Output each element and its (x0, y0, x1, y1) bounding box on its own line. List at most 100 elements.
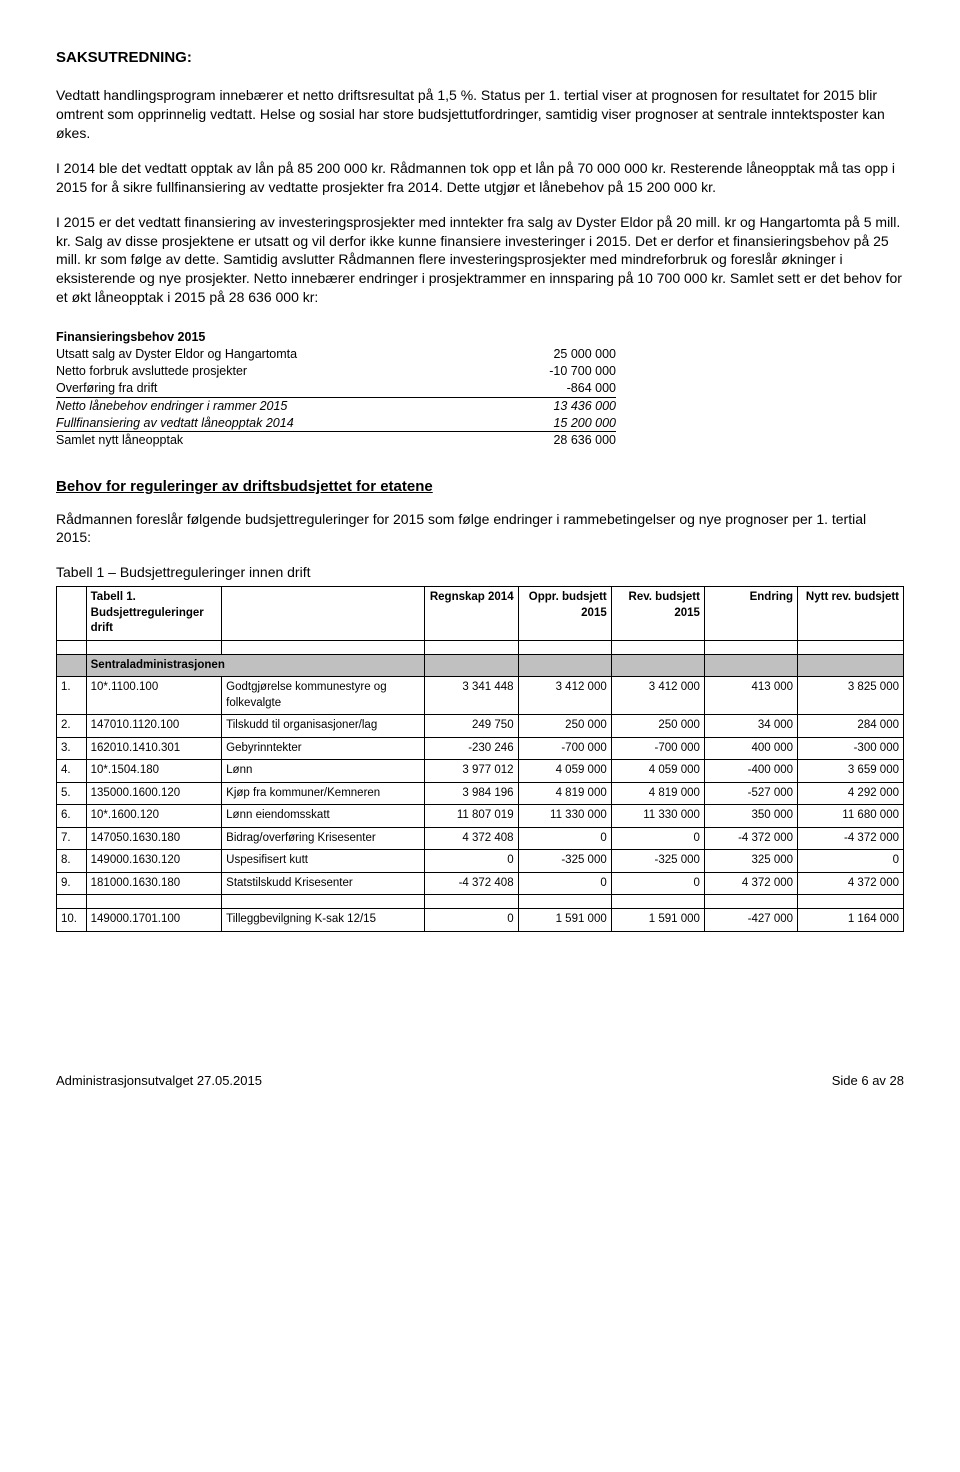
table-cell: 11 330 000 (611, 805, 704, 828)
footer-left: Administrasjonsutvalget 27.05.2015 (56, 1072, 262, 1090)
table-row: 7.147050.1630.180Bidrag/overføring Krise… (57, 827, 904, 850)
table-cell (86, 895, 222, 909)
financing-value: 13 436 000 (476, 398, 616, 415)
table-cell (611, 895, 704, 909)
table-cell: Tilleggbevilgning K-sak 12/15 (222, 909, 425, 932)
budget-table: Tabell 1. Budsjettreguleringer driftRegn… (56, 586, 904, 932)
table-cell: -325 000 (518, 850, 611, 873)
table-cell: 135000.1600.120 (86, 782, 222, 805)
table-cell: 3 984 196 (425, 782, 518, 805)
table-cell: 1. (57, 677, 87, 715)
table-cell: 181000.1630.180 (86, 872, 222, 895)
table-cell: -300 000 (798, 737, 904, 760)
table-row: 1.10*.1100.100Godtgjørelse kommunestyre … (57, 677, 904, 715)
table-cell: 413 000 (704, 677, 797, 715)
table-cell: 250 000 (611, 715, 704, 738)
page-heading: SAKSUTREDNING: (56, 48, 904, 68)
table-cell: 1 591 000 (518, 909, 611, 932)
table-cell: 162010.1410.301 (86, 737, 222, 760)
table-cell: 0 (518, 872, 611, 895)
table-cell: 10. (57, 909, 87, 932)
table-cell: 0 (518, 827, 611, 850)
table-cell: 3 977 012 (425, 760, 518, 783)
paragraph-3: I 2015 er det vedtatt finansiering av in… (56, 213, 904, 307)
table-cell: 350 000 (704, 805, 797, 828)
table-cell: -400 000 (704, 760, 797, 783)
table-cell: Kjøp fra kommuner/Kemneren (222, 782, 425, 805)
table-cell: 0 (798, 850, 904, 873)
financing-title: Finansieringsbehov 2015 (56, 329, 904, 346)
table-cell: -427 000 (704, 909, 797, 932)
table-row (57, 895, 904, 909)
table-cell: 4 059 000 (611, 760, 704, 783)
table-cell (222, 895, 425, 909)
table-cell: Lønn eiendomsskatt (222, 805, 425, 828)
table-cell: 147050.1630.180 (86, 827, 222, 850)
financing-value: 28 636 000 (476, 432, 616, 449)
table-cell: 4 372 000 (704, 872, 797, 895)
table-cell: 3 341 448 (425, 677, 518, 715)
table-cell: Gebyrinntekter (222, 737, 425, 760)
table-cell: 9. (57, 872, 87, 895)
table-row: 3.162010.1410.301Gebyrinntekter-230 246-… (57, 737, 904, 760)
table-row: 6.10*.1600.120Lønn eiendomsskatt11 807 0… (57, 805, 904, 828)
financing-value: -864 000 (476, 380, 616, 398)
table-cell: 11 807 019 (425, 805, 518, 828)
table-cell: 4 819 000 (611, 782, 704, 805)
table-cell: 149000.1701.100 (86, 909, 222, 932)
regulation-intro: Rådmannen foreslår følgende budsjettregu… (56, 510, 904, 548)
financing-label: Overføring fra drift (56, 380, 476, 398)
table-cell: 3. (57, 737, 87, 760)
table-empty-row (57, 640, 904, 654)
table-row: 5.135000.1600.120Kjøp fra kommuner/Kemne… (57, 782, 904, 805)
section-title: Behov for reguleringer av driftsbudsjett… (56, 477, 904, 497)
table-cell: 1 164 000 (798, 909, 904, 932)
table-header-cell: Endring (704, 587, 797, 641)
table-cell: 4 059 000 (518, 760, 611, 783)
table-cell: -230 246 (425, 737, 518, 760)
table-cell: Lønn (222, 760, 425, 783)
financing-label: Samlet nytt låneopptak (56, 432, 476, 449)
table-header-cell: Regnskap 2014 (425, 587, 518, 641)
table-row: 10.149000.1701.100Tilleggbevilgning K-sa… (57, 909, 904, 932)
table-cell: 3 412 000 (611, 677, 704, 715)
table-cell (798, 895, 904, 909)
table-cell: 11 680 000 (798, 805, 904, 828)
table-cell: 0 (611, 872, 704, 895)
table-cell: 0 (425, 850, 518, 873)
table-cell: Bidrag/overføring Krisesenter (222, 827, 425, 850)
table-cell: 11 330 000 (518, 805, 611, 828)
table-cell (518, 895, 611, 909)
table-cell: -527 000 (704, 782, 797, 805)
page-footer: Administrasjonsutvalget 27.05.2015 Side … (56, 1072, 904, 1090)
table-cell: -700 000 (518, 737, 611, 760)
table-cell: 325 000 (704, 850, 797, 873)
table-cell: 10*.1504.180 (86, 760, 222, 783)
table-cell: 7. (57, 827, 87, 850)
financing-row: Fullfinansiering av vedtatt låneopptak 2… (56, 415, 904, 433)
financing-row: Samlet nytt låneopptak28 636 000 (56, 432, 904, 449)
table-cell (425, 895, 518, 909)
table-cell: -4 372 000 (798, 827, 904, 850)
financing-label: Fullfinansiering av vedtatt låneopptak 2… (56, 415, 476, 433)
table-row: 2.147010.1120.100Tilskudd til organisasj… (57, 715, 904, 738)
table-cell: Tilskudd til organisasjoner/lag (222, 715, 425, 738)
table-cell: -325 000 (611, 850, 704, 873)
table-cell: 250 000 (518, 715, 611, 738)
table-row: 9.181000.1630.180Statstilskudd Krisesent… (57, 872, 904, 895)
table-header-cell (57, 587, 87, 641)
paragraph-1: Vedtatt handlingsprogram innebærer et ne… (56, 86, 904, 143)
financing-row: Netto lånebehov endringer i rammer 20151… (56, 398, 904, 415)
table-caption: Tabell 1 – Budsjettreguleringer innen dr… (56, 563, 904, 582)
table-cell: 284 000 (798, 715, 904, 738)
table-cell: 8. (57, 850, 87, 873)
table-cell: 3 825 000 (798, 677, 904, 715)
table-row: 4.10*.1504.180Lønn3 977 0124 059 0004 05… (57, 760, 904, 783)
financing-label: Netto lånebehov endringer i rammer 2015 (56, 398, 476, 415)
financing-value: -10 700 000 (476, 363, 616, 380)
table-section-row: Sentraladministrasjonen (57, 654, 904, 677)
table-cell: -4 372 000 (704, 827, 797, 850)
table-row: 8.149000.1630.120Uspesifisert kutt0-325 … (57, 850, 904, 873)
table-cell: Statstilskudd Krisesenter (222, 872, 425, 895)
table-cell (704, 895, 797, 909)
